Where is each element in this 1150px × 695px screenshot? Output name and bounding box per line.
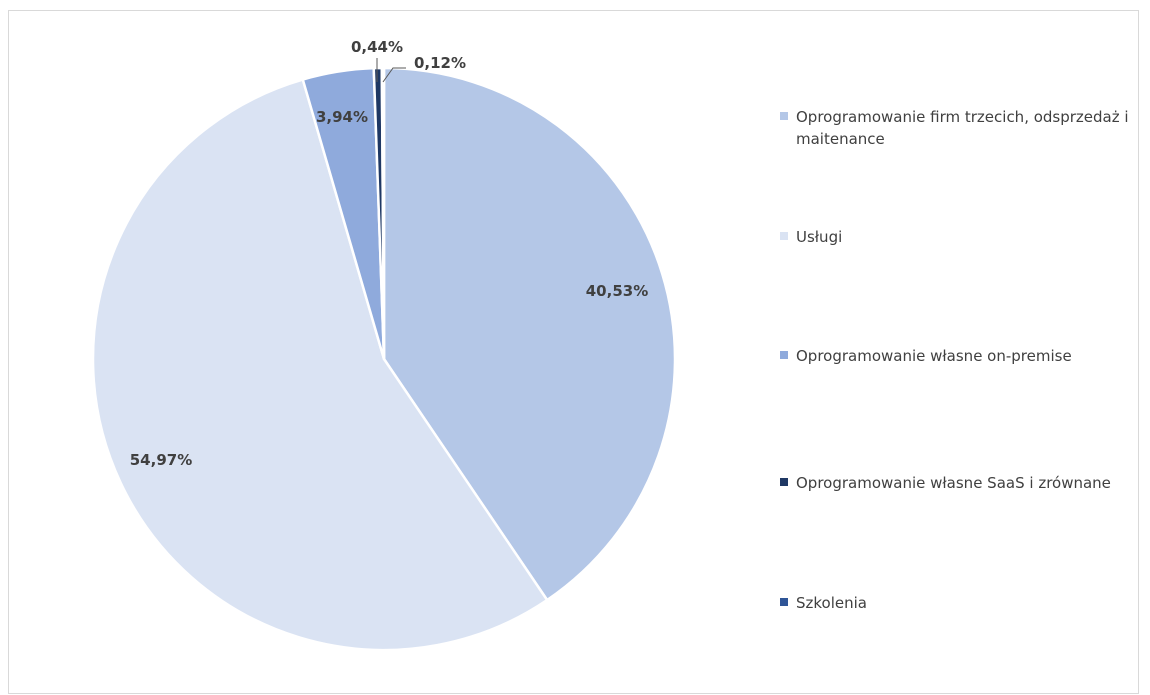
pie-slice-2 bbox=[91, 78, 549, 652]
legend-item-own-software-saas: Oprogramowanie własne SaaS i zrównane bbox=[780, 472, 1136, 494]
legend-label: Oprogramowanie własne on-premise bbox=[796, 347, 1072, 365]
legend-swatch bbox=[780, 351, 788, 359]
legend-label: Szkolenia bbox=[796, 594, 867, 612]
data-label-1: 40,53% bbox=[586, 282, 648, 300]
legend-item-services: Usługi bbox=[780, 226, 1136, 248]
legend-item-own-software-on-premise: Oprogramowanie własne on-premise bbox=[780, 345, 1136, 367]
legend-swatch bbox=[780, 478, 788, 486]
legend-label: Oprogramowanie własne SaaS i zrównane bbox=[796, 474, 1111, 492]
pie-slice-5 bbox=[380, 66, 386, 361]
legend-item-training: Szkolenia bbox=[780, 592, 1136, 614]
data-label-5: 0,12% bbox=[414, 54, 466, 72]
pie-chart: 40,53% 54,97% 3,94% 0,44% 0,12% bbox=[91, 38, 677, 652]
legend-swatch bbox=[780, 112, 788, 120]
legend-label: Usługi bbox=[796, 228, 843, 246]
data-label-2: 54,97% bbox=[130, 451, 192, 469]
legend-label: Oprogramowanie firm trzecich, odsprzedaż… bbox=[796, 108, 1129, 148]
data-label-4: 0,44% bbox=[351, 38, 403, 56]
data-label-3: 3,94% bbox=[316, 108, 368, 126]
pie-slice-1 bbox=[382, 66, 677, 602]
leader-line bbox=[382, 67, 406, 83]
legend-swatch bbox=[780, 598, 788, 606]
legend-swatch bbox=[780, 232, 788, 240]
legend: Oprogramowanie firm trzecich, odsprzedaż… bbox=[780, 0, 1140, 695]
legend-item-third-party-software: Oprogramowanie firm trzecich, odsprzedaż… bbox=[780, 106, 1136, 150]
